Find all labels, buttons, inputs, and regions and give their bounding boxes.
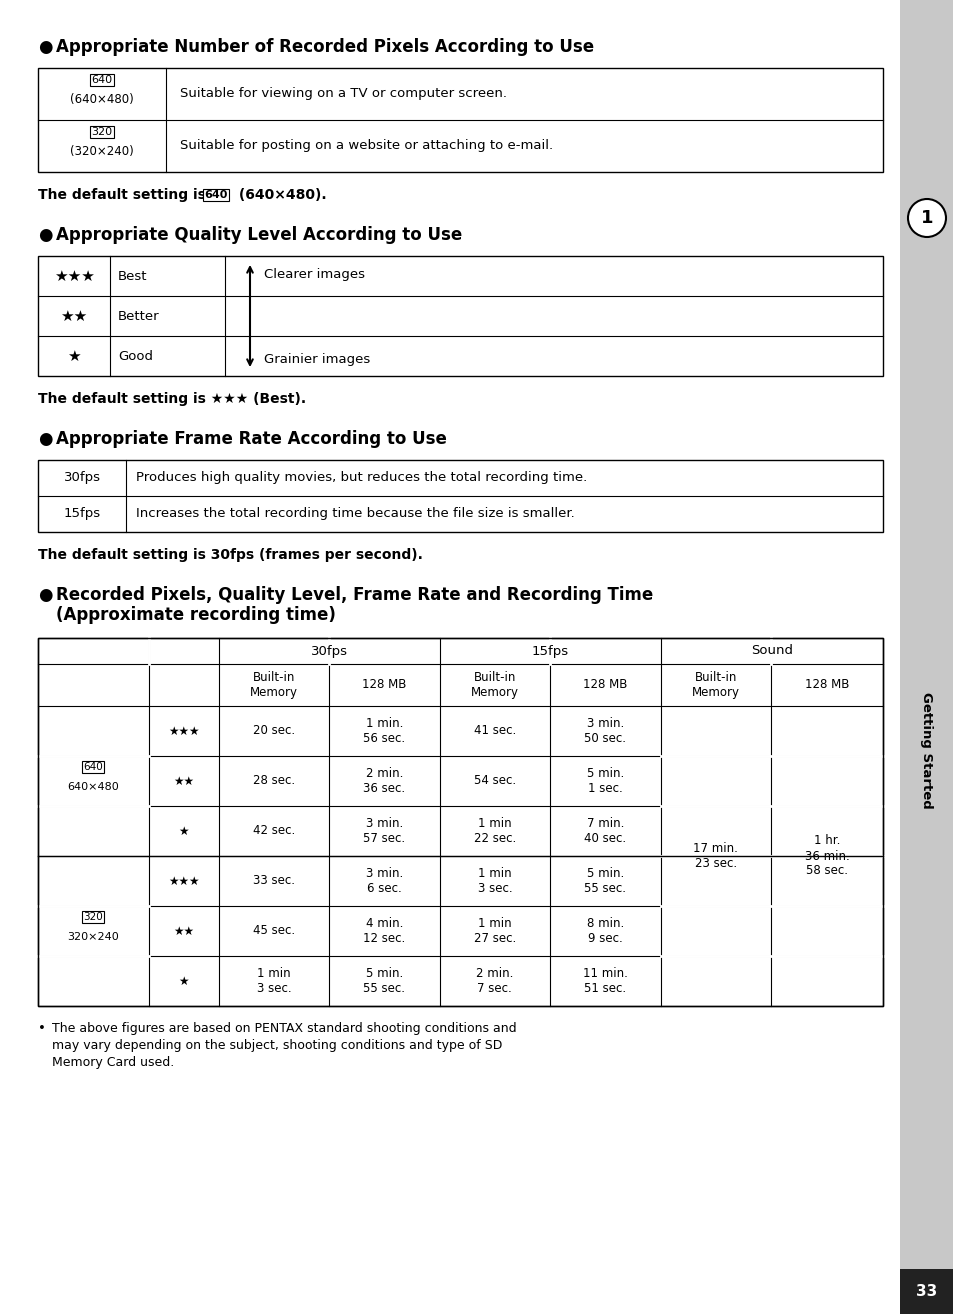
Text: 11 min.
51 sec.: 11 min. 51 sec.: [582, 967, 627, 995]
Text: 7 min.
40 sec.: 7 min. 40 sec.: [583, 817, 626, 845]
Text: The default setting is 30fps (frames per second).: The default setting is 30fps (frames per…: [38, 548, 422, 562]
Bar: [38, 68, 882, 172]
Text: Appropriate Frame Rate According to Use: Appropriate Frame Rate According to Use: [56, 430, 446, 448]
Text: (640×480): (640×480): [71, 92, 133, 105]
Bar: [38, 639, 882, 1007]
Text: Appropriate Number of Recorded Pixels According to Use: Appropriate Number of Recorded Pixels Ac…: [56, 38, 594, 57]
Text: ★★: ★★: [172, 925, 193, 937]
Text: Built-in
Memory: Built-in Memory: [691, 671, 740, 699]
Text: ★★★: ★★★: [53, 268, 94, 284]
Text: 42 sec.: 42 sec.: [253, 824, 294, 837]
Text: Recorded Pixels, Quality Level, Frame Rate and Recording Time: Recorded Pixels, Quality Level, Frame Ra…: [56, 586, 653, 604]
Text: 15fps: 15fps: [63, 507, 100, 520]
Text: Clearer images: Clearer images: [264, 268, 365, 281]
Bar: [38, 256, 882, 376]
Text: ●: ●: [38, 586, 52, 604]
Text: 8 min.
9 sec.: 8 min. 9 sec.: [586, 917, 623, 945]
Text: Best: Best: [118, 269, 148, 283]
Text: Built-in
Memory: Built-in Memory: [250, 671, 297, 699]
Text: Sound: Sound: [750, 644, 792, 657]
Text: 15fps: 15fps: [531, 644, 568, 657]
Text: 1 hr.
36 min.
58 sec.: 1 hr. 36 min. 58 sec.: [803, 834, 848, 878]
Text: 5 min.
55 sec.: 5 min. 55 sec.: [363, 967, 405, 995]
Text: Better: Better: [118, 310, 159, 322]
Text: 1 min.
56 sec.: 1 min. 56 sec.: [363, 717, 405, 745]
Text: Getting Started: Getting Started: [920, 691, 933, 808]
Text: •: •: [38, 1022, 46, 1035]
Text: 41 sec.: 41 sec.: [474, 724, 516, 737]
Text: The default setting is: The default setting is: [38, 188, 211, 202]
Text: 1 min
27 sec.: 1 min 27 sec.: [474, 917, 516, 945]
Text: 320: 320: [83, 912, 103, 922]
Text: Good: Good: [118, 350, 152, 363]
Text: ●: ●: [38, 430, 52, 448]
Text: ★★: ★★: [60, 309, 88, 323]
Text: The default setting is ★★★ (Best).: The default setting is ★★★ (Best).: [38, 392, 306, 406]
Text: 640: 640: [91, 75, 112, 85]
Text: Built-in
Memory: Built-in Memory: [471, 671, 518, 699]
Text: 33 sec.: 33 sec.: [253, 875, 294, 887]
Text: ★: ★: [67, 348, 81, 364]
Text: 3 min.
6 sec.: 3 min. 6 sec.: [365, 867, 402, 895]
Text: 5 min.
1 sec.: 5 min. 1 sec.: [586, 767, 623, 795]
Text: ●: ●: [38, 38, 52, 57]
Bar: [38, 639, 882, 1007]
Text: ★: ★: [178, 975, 189, 988]
Text: 640: 640: [204, 191, 228, 200]
Circle shape: [907, 198, 945, 237]
Text: ●: ●: [38, 226, 52, 244]
Text: ★★: ★★: [172, 774, 193, 787]
Text: Suitable for viewing on a TV or computer screen.: Suitable for viewing on a TV or computer…: [180, 88, 506, 100]
Text: Produces high quality movies, but reduces the total recording time.: Produces high quality movies, but reduce…: [136, 472, 587, 485]
Text: 20 sec.: 20 sec.: [253, 724, 294, 737]
Text: 30fps: 30fps: [311, 644, 347, 657]
Text: 2 min.
7 sec.: 2 min. 7 sec.: [476, 967, 513, 995]
Text: 1 min
3 sec.: 1 min 3 sec.: [477, 867, 512, 895]
Text: The above figures are based on PENTAX standard shooting conditions and: The above figures are based on PENTAX st…: [52, 1022, 517, 1035]
Text: may vary depending on the subject, shooting conditions and type of SD: may vary depending on the subject, shoot…: [52, 1039, 502, 1053]
Text: Grainier images: Grainier images: [264, 353, 370, 367]
Text: 30fps: 30fps: [64, 472, 100, 485]
Text: 128 MB: 128 MB: [804, 678, 848, 691]
Text: 128 MB: 128 MB: [362, 678, 406, 691]
Text: 54 sec.: 54 sec.: [474, 774, 516, 787]
Bar: [899, 1269, 953, 1314]
Text: 45 sec.: 45 sec.: [253, 925, 294, 937]
Text: 1 min
22 sec.: 1 min 22 sec.: [474, 817, 516, 845]
Text: ★★★: ★★★: [168, 875, 199, 887]
Text: Appropriate Quality Level According to Use: Appropriate Quality Level According to U…: [56, 226, 462, 244]
Text: ★★★: ★★★: [168, 724, 199, 737]
Text: 33: 33: [916, 1284, 937, 1298]
Text: 128 MB: 128 MB: [582, 678, 627, 691]
Text: (320×240): (320×240): [71, 145, 133, 158]
Text: 320×240: 320×240: [68, 932, 119, 942]
Text: (640×480).: (640×480).: [233, 188, 326, 202]
Bar: [899, 0, 953, 1314]
Text: 1 min
3 sec.: 1 min 3 sec.: [256, 967, 291, 995]
Text: 4 min.
12 sec.: 4 min. 12 sec.: [363, 917, 405, 945]
Text: 5 min.
55 sec.: 5 min. 55 sec.: [584, 867, 626, 895]
Text: 3 min.
57 sec.: 3 min. 57 sec.: [363, 817, 405, 845]
Text: 640×480: 640×480: [68, 782, 119, 792]
Text: 28 sec.: 28 sec.: [253, 774, 294, 787]
Text: 2 min.
36 sec.: 2 min. 36 sec.: [363, 767, 405, 795]
Text: ★: ★: [178, 824, 189, 837]
Text: 3 min.
50 sec.: 3 min. 50 sec.: [584, 717, 626, 745]
Text: (Approximate recording time): (Approximate recording time): [56, 606, 335, 624]
Text: 1: 1: [920, 209, 932, 227]
Text: 640: 640: [83, 762, 103, 773]
Text: Increases the total recording time because the file size is smaller.: Increases the total recording time becau…: [136, 507, 574, 520]
Text: 17 min.
23 sec.: 17 min. 23 sec.: [693, 842, 738, 870]
Text: 320: 320: [91, 127, 112, 137]
Bar: [38, 460, 882, 532]
Text: Memory Card used.: Memory Card used.: [52, 1056, 174, 1070]
Text: Suitable for posting on a website or attaching to e-mail.: Suitable for posting on a website or att…: [180, 139, 553, 152]
